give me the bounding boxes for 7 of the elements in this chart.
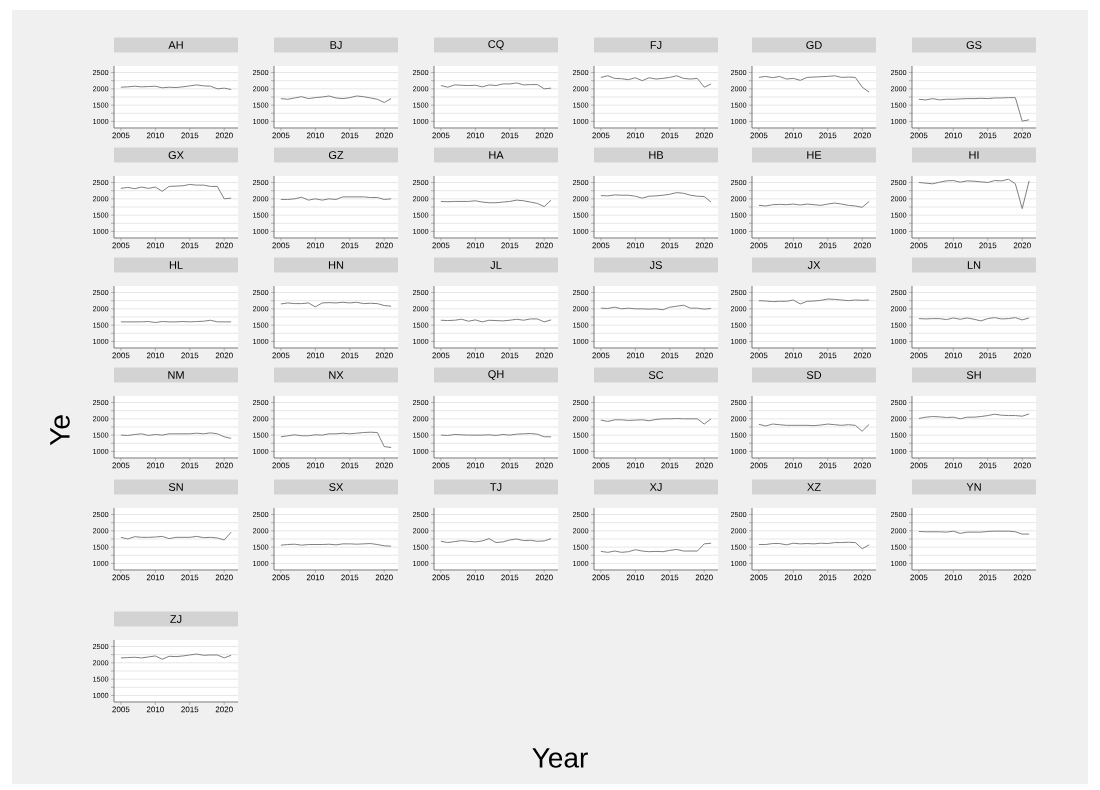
x-axis-title: Year xyxy=(532,748,588,768)
line-series xyxy=(280,431,392,449)
line-series xyxy=(120,183,232,200)
y-axis-title: Ye xyxy=(50,415,70,446)
line-series xyxy=(918,178,1030,210)
line-series xyxy=(918,97,1030,122)
line-series xyxy=(758,75,870,93)
